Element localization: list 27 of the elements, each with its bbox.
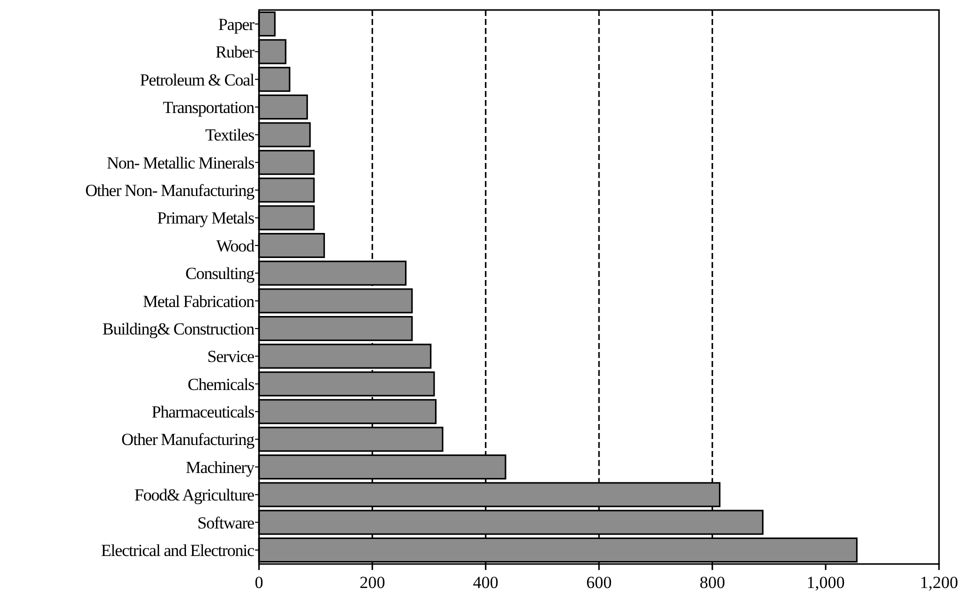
x-tick-label: 600 <box>586 573 612 592</box>
y-tick-label: Consulting <box>185 264 256 284</box>
y-tick-label: Petroleum & Coal <box>140 70 255 90</box>
y-tick-label: Other Non- Manufacturing <box>85 181 256 200</box>
y-tick-label: Pharmaceuticals <box>152 402 254 422</box>
y-tick-label: Software <box>197 513 254 532</box>
x-tick-label: 1,000 <box>806 573 845 592</box>
y-tick-label: Primary Metals <box>157 208 254 228</box>
y-tick-label: Non- Metallic Minerals <box>106 153 254 172</box>
y-tick-label: Food& Agriculture <box>134 486 254 505</box>
y-tick-label: Textiles <box>205 126 254 145</box>
x-tick-label: 0 <box>254 573 264 592</box>
x-tick-label: 200 <box>360 573 386 592</box>
y-tick-label: Other Manufacturing <box>121 430 256 450</box>
y-tick-label: Chemicals <box>188 374 254 394</box>
y-tick-label: Metal Fabrication <box>142 292 256 311</box>
x-tick-label: 400 <box>472 573 498 592</box>
y-tick-label: Ruber <box>215 42 255 62</box>
y-tick-label: Wood <box>216 236 256 256</box>
y-tick-label: Building& Construction <box>102 319 256 338</box>
y-tick-label: Transportation <box>162 98 256 117</box>
y-tick-label: Machinery <box>186 458 256 477</box>
x-tick-label: 1,200 <box>920 573 958 592</box>
y-tick-label: Paper <box>218 14 255 34</box>
x-tick-label: 800 <box>700 573 726 592</box>
y-tick-label: Electrical and Electronic <box>100 540 256 560</box>
y-tick-label: Service <box>207 347 254 366</box>
